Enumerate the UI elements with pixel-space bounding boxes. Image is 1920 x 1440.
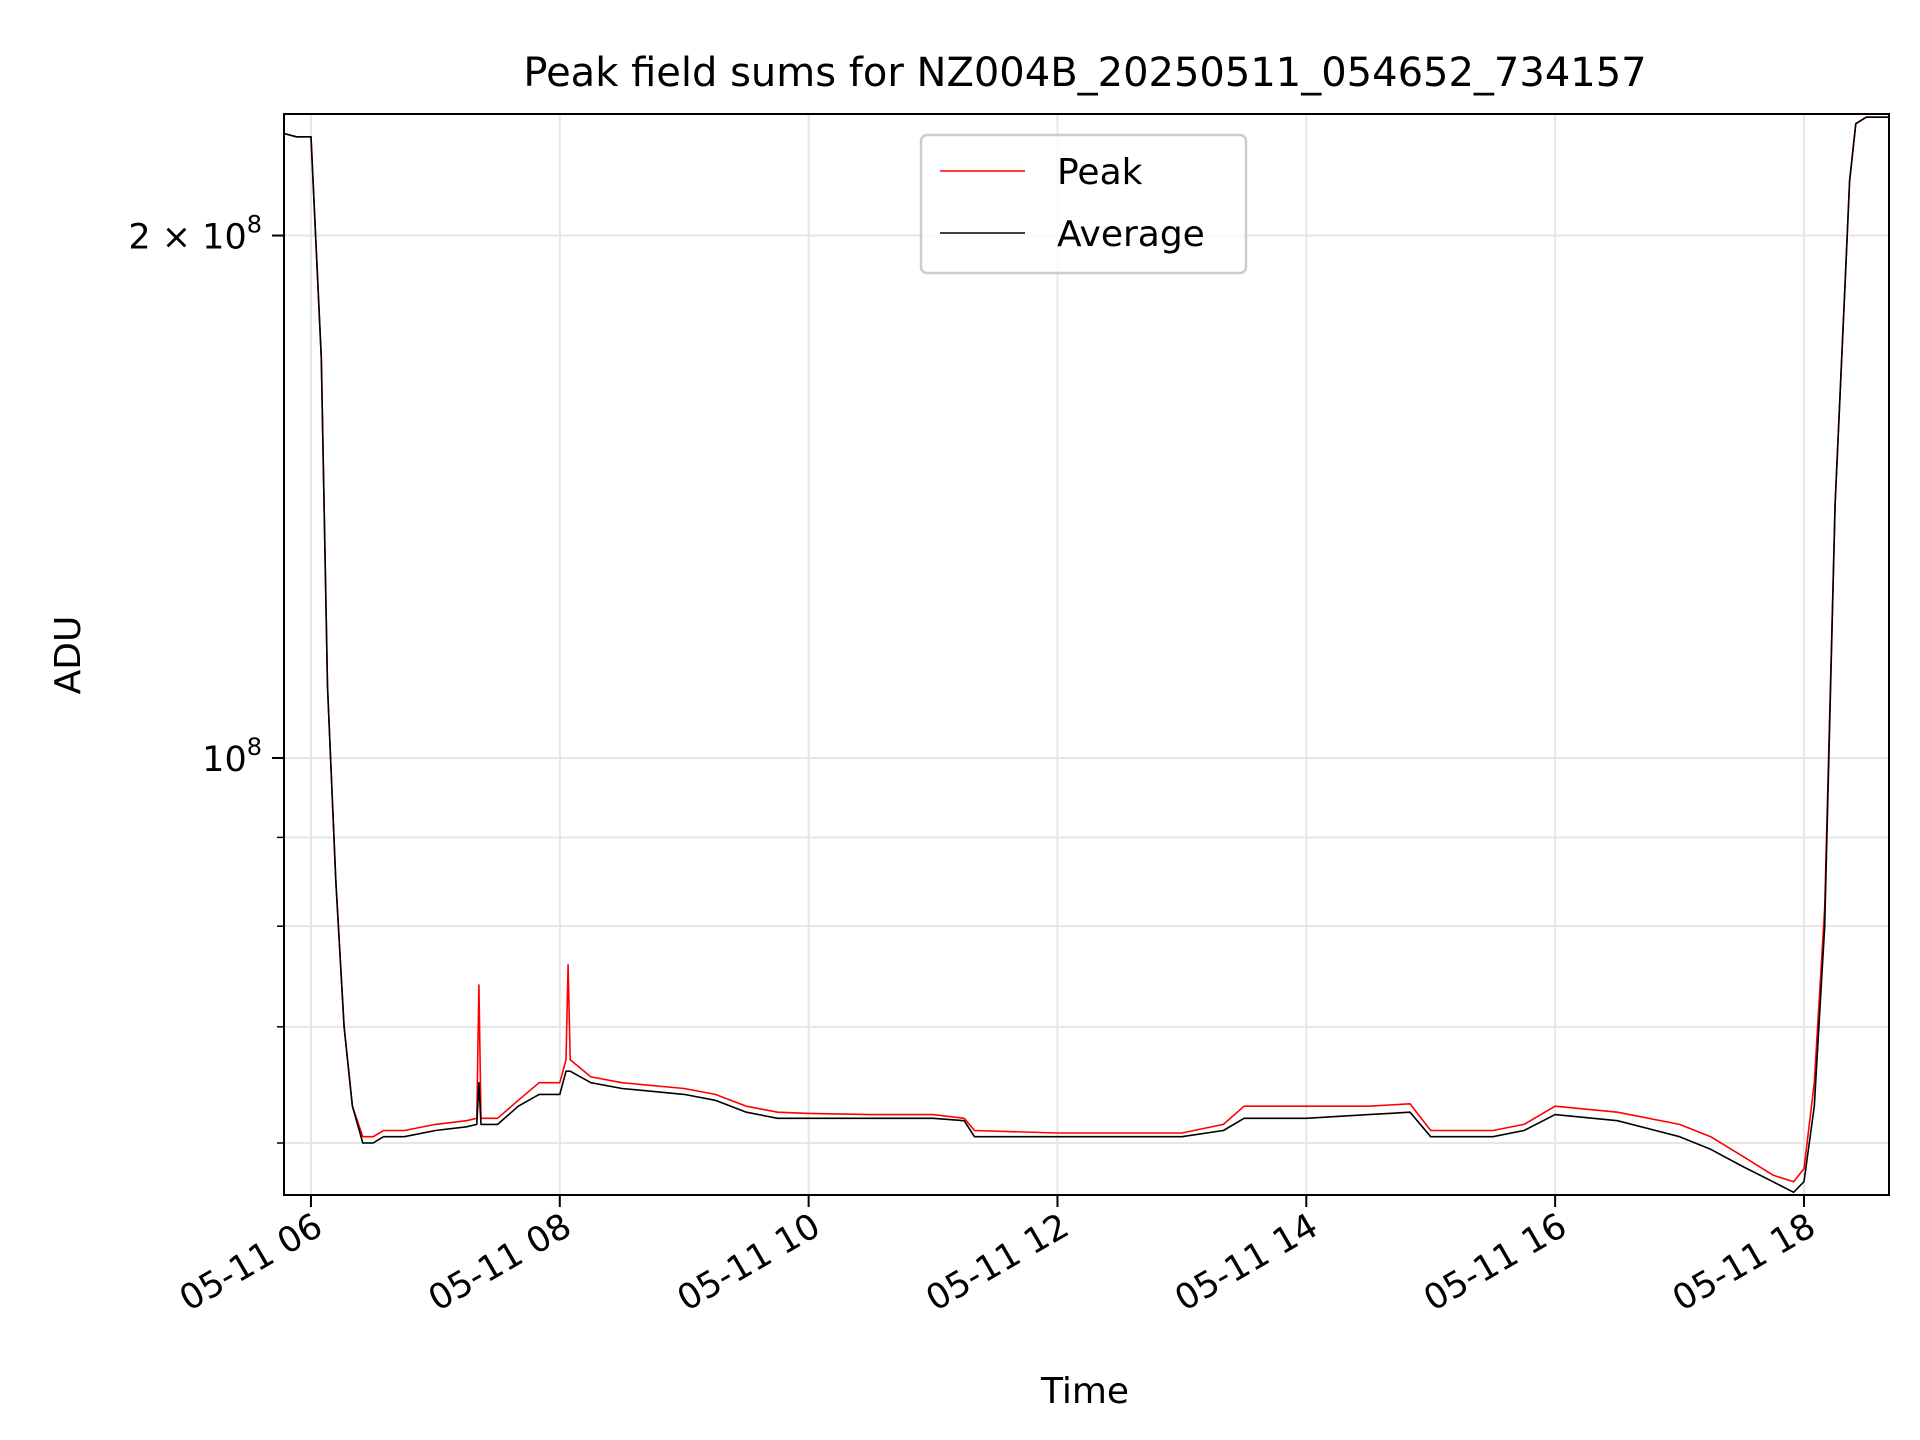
y-tick-label: 108	[202, 733, 262, 780]
legend-label-average: Average	[1057, 214, 1205, 255]
plot-frame	[283, 113, 1890, 1196]
y-tick-label: 2 × 108	[128, 211, 262, 258]
chart-title: Peak field sums for NZ004B_20250511_0546…	[523, 50, 1646, 96]
legend-box	[919, 133, 1248, 275]
series-line-peak	[283, 116, 1889, 1183]
x-axis-label: Time	[1040, 1371, 1129, 1412]
grid	[284, 114, 1889, 1195]
legend-label-peak: Peak	[1057, 152, 1143, 193]
series-layer	[283, 116, 1889, 1194]
y-axis-label: ADU	[48, 616, 89, 695]
legend: Peak Average	[919, 133, 1248, 275]
series-line-average	[283, 116, 1889, 1194]
